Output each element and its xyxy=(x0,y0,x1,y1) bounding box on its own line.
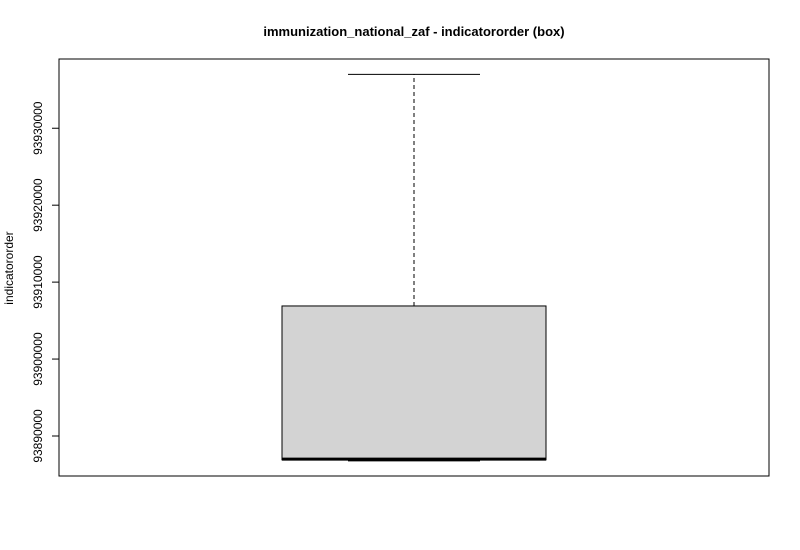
interquartile-box xyxy=(281,305,547,461)
y-tick-label: 93890000 xyxy=(31,409,45,463)
y-tick-label: 93900000 xyxy=(31,332,45,386)
y-tick-label: 93910000 xyxy=(31,255,45,309)
y-tick-label: 93920000 xyxy=(31,178,45,232)
chart-title: immunization_national_zaf - indicatorord… xyxy=(263,24,564,39)
box-plot xyxy=(281,73,547,462)
y-axis-label: indicatororder xyxy=(2,231,16,304)
y-axis: 93890000 93900000 93910000 93920000 93930000 xyxy=(31,101,60,463)
y-tick-label: 93930000 xyxy=(31,101,45,155)
